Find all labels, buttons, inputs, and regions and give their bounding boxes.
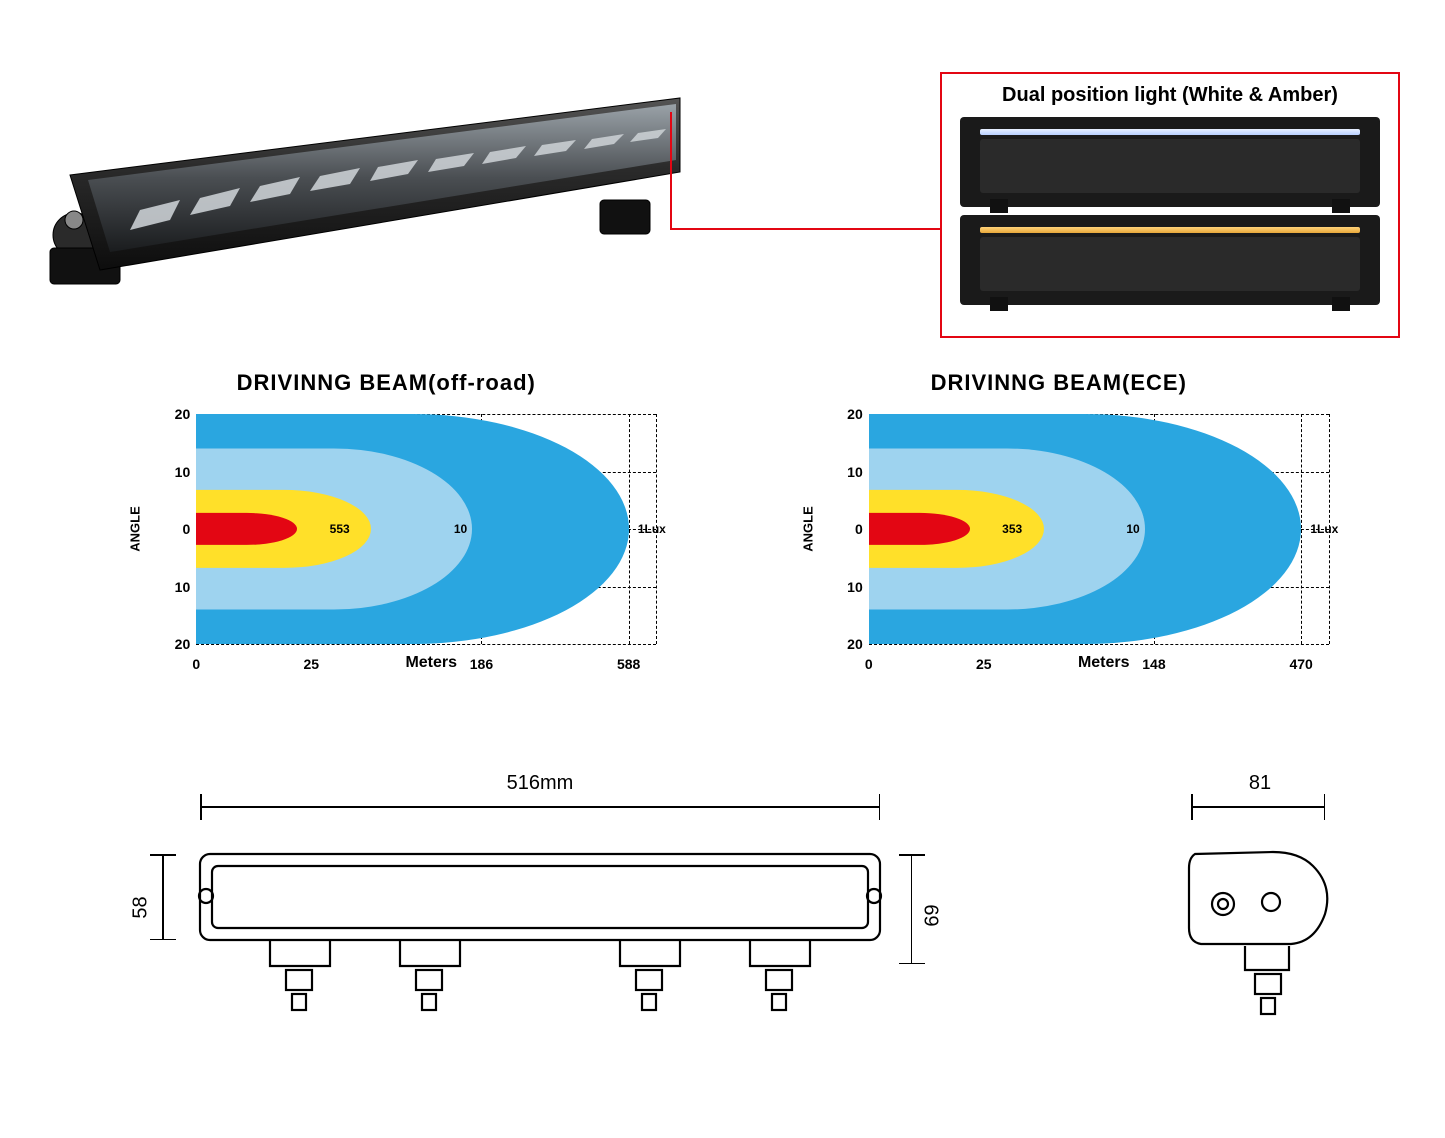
y-axis-label: ANGLE: [128, 506, 143, 552]
front-outline-icon: [120, 780, 960, 1060]
dim-height-face: 58: [130, 896, 153, 918]
y-tick: 10: [166, 464, 190, 480]
chart-title-offroad: DRIVINNG BEAM(off-road): [106, 370, 666, 396]
y-tick: 10: [839, 579, 863, 595]
y-tick: 20: [839, 406, 863, 422]
x-tick: 0: [192, 656, 200, 672]
y-tick: 10: [166, 579, 190, 595]
dim-length: 516mm: [120, 772, 960, 795]
lux-label: 10: [1126, 522, 1139, 536]
x-tick: 0: [865, 656, 873, 672]
inset-variant-amber: [960, 215, 1380, 305]
beam-charts: DRIVINNG BEAM(off-road) ANGLE 2010010200…: [0, 370, 1445, 740]
dimension-side-view: 81: [1175, 780, 1345, 1060]
beam-lobe-core: [196, 513, 297, 545]
lux-label: 553: [330, 522, 350, 536]
y-tick: 0: [166, 521, 190, 537]
lux-label: 1Lux: [1310, 522, 1338, 536]
dim-arrow-length: [200, 806, 880, 808]
lux-label: 353: [1002, 522, 1022, 536]
x-tick: 588: [617, 656, 640, 672]
chart-plot-ece: ANGLE 201001020025148470353101Lux: [869, 414, 1329, 644]
x-tick: 148: [1142, 656, 1165, 672]
dim-arrow-69: [911, 854, 913, 964]
y-axis-label: ANGLE: [800, 506, 815, 552]
light-body: [980, 237, 1360, 291]
inset-title: Dual position light (White & Amber): [956, 84, 1384, 107]
x-tick: 470: [1289, 656, 1312, 672]
y-tick: 0: [839, 521, 863, 537]
lux-label: 1Lux: [638, 522, 666, 536]
x-tick: 25: [303, 656, 319, 672]
grid-row: [196, 644, 656, 645]
y-tick: 20: [166, 406, 190, 422]
y-tick: 20: [839, 636, 863, 652]
product-image-main: [40, 80, 690, 300]
amber-strip-icon: [980, 227, 1360, 233]
x-tick: 186: [470, 656, 493, 672]
dual-position-inset: Dual position light (White & Amber): [940, 72, 1400, 338]
light-body: [980, 139, 1360, 193]
side-outline-icon: [1175, 780, 1345, 1060]
chart-plot-offroad: ANGLE 201001020025186588553101Lux: [196, 414, 656, 644]
grid-col: [629, 414, 630, 644]
beam-lobe-core: [869, 513, 970, 545]
dim-depth: 81: [1175, 772, 1345, 795]
callout-line-v: [670, 112, 672, 230]
dim-arrow-58: [162, 854, 164, 940]
lux-label: 10: [454, 522, 467, 536]
chart-title-ece: DRIVINNG BEAM(ECE): [779, 370, 1339, 396]
dim-arrow-depth: [1191, 806, 1325, 808]
dimension-drawings: 516mm 58 69: [0, 760, 1445, 1120]
dimension-front-view: 516mm 58 69: [120, 780, 960, 1060]
y-tick: 20: [166, 636, 190, 652]
x-axis-label: Meters: [196, 654, 666, 672]
white-strip-icon: [980, 129, 1360, 135]
inset-variant-white: [960, 117, 1380, 207]
grid-row: [869, 644, 1329, 645]
product-hero: Dual position light (White & Amber): [0, 0, 1445, 320]
grid-col: [1301, 414, 1302, 644]
beam-chart-offroad: DRIVINNG BEAM(off-road) ANGLE 2010010200…: [106, 370, 666, 740]
beam-chart-ece: DRIVINNG BEAM(ECE) ANGLE 201001020025148…: [779, 370, 1339, 740]
x-tick: 25: [976, 656, 992, 672]
y-tick: 10: [839, 464, 863, 480]
callout-line-h: [670, 228, 940, 230]
dim-height-total: 69: [921, 904, 944, 926]
x-axis-label: Meters: [869, 654, 1339, 672]
